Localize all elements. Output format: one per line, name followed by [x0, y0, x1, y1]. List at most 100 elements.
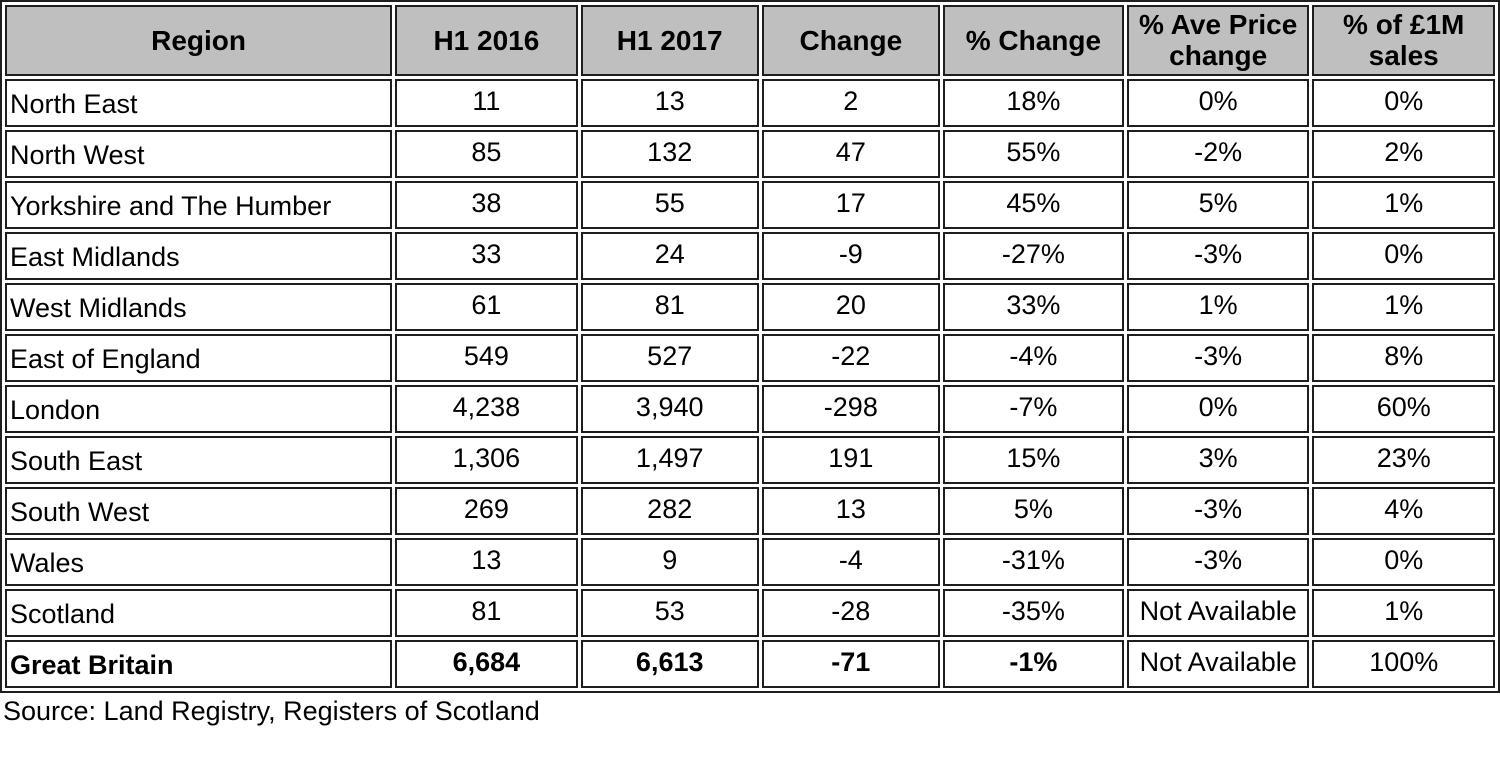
header-cell-0: Region	[5, 5, 393, 76]
value-cell: 53	[580, 588, 759, 637]
value-cell: -4	[761, 537, 940, 586]
header-cell-2: H1 2017	[580, 5, 759, 76]
region-cell: North West	[5, 129, 393, 178]
value-cell: 47	[761, 129, 940, 178]
value-cell: 5%	[942, 486, 1124, 535]
value-cell: -298	[761, 384, 940, 433]
region-cell: Yorkshire and The Humber	[5, 180, 393, 229]
header-cell-5: % Ave Price change	[1126, 5, 1310, 76]
million-pound-sales-table: Region H1 2016 H1 2017 Change% Change% Ave …	[0, 0, 1500, 693]
region-cell: South East	[5, 435, 393, 484]
value-cell: 33%	[942, 282, 1124, 331]
region-cell: London	[5, 384, 393, 433]
value-cell: 55%	[942, 129, 1124, 178]
value-cell: 13	[395, 537, 578, 586]
region-cell: Great Britain	[5, 639, 393, 688]
value-cell: 45%	[942, 180, 1124, 229]
value-cell: 1,306	[395, 435, 578, 484]
value-cell: 269	[395, 486, 578, 535]
value-cell: 4,238	[395, 384, 578, 433]
value-cell: 1,497	[580, 435, 759, 484]
value-cell: 191	[761, 435, 940, 484]
region-cell: North East	[5, 78, 393, 127]
region-cell: Wales	[5, 537, 393, 586]
value-cell: 0%	[1312, 78, 1495, 127]
value-cell: 9	[580, 537, 759, 586]
value-cell: 0%	[1126, 384, 1310, 433]
value-cell: 13	[580, 78, 759, 127]
value-cell: -1%	[942, 639, 1124, 688]
value-cell: -3%	[1126, 486, 1310, 535]
table-row: London 4,238 3,940 -298 -7% 0% 60%	[5, 384, 1495, 433]
header-cell-6: % of £1M sales	[1312, 5, 1495, 76]
table-row: Great Britain 6,684 6,613 -71 -1% Not Availab…	[5, 639, 1495, 688]
table-row: South East 1,306 1,497 191 15% 3% 23%	[5, 435, 1495, 484]
table-row: East of England 549 527 -22 -4% -3% 8%	[5, 333, 1495, 382]
value-cell: Not Available	[1126, 639, 1310, 688]
value-cell: 2%	[1312, 129, 1495, 178]
value-cell: 1%	[1312, 282, 1495, 331]
region-cell: South West	[5, 486, 393, 535]
value-cell: 60%	[1312, 384, 1495, 433]
region-cell: East of England	[5, 333, 393, 382]
value-cell: -9	[761, 231, 940, 280]
value-cell: Not Available	[1126, 588, 1310, 637]
value-cell: -4%	[942, 333, 1124, 382]
value-cell: 55	[580, 180, 759, 229]
value-cell: 33	[395, 231, 578, 280]
region-cell: Scotland	[5, 588, 393, 637]
table-body: North East 11 13 2 18% 0% 0% North West 85 132 47 5…	[5, 78, 1495, 688]
value-cell: 4%	[1312, 486, 1495, 535]
value-cell: 23%	[1312, 435, 1495, 484]
value-cell: 81	[395, 588, 578, 637]
header-cell-3: Change	[761, 5, 940, 76]
value-cell: 8%	[1312, 333, 1495, 382]
header-cell-1: H1 2016	[395, 5, 578, 76]
value-cell: 6,684	[395, 639, 578, 688]
value-cell: -35%	[942, 588, 1124, 637]
value-cell: 24	[580, 231, 759, 280]
value-cell: 5%	[1126, 180, 1310, 229]
value-cell: -2%	[1126, 129, 1310, 178]
value-cell: 17	[761, 180, 940, 229]
value-cell: 1%	[1126, 282, 1310, 331]
value-cell: 11	[395, 78, 578, 127]
value-cell: -28	[761, 588, 940, 637]
value-cell: -71	[761, 639, 940, 688]
value-cell: 1%	[1312, 588, 1495, 637]
value-cell: 20	[761, 282, 940, 331]
table-row: North West 85 132 47 55% -2% 2%	[5, 129, 1495, 178]
value-cell: -3%	[1126, 333, 1310, 382]
value-cell: -31%	[942, 537, 1124, 586]
value-cell: 0%	[1126, 78, 1310, 127]
value-cell: 3%	[1126, 435, 1310, 484]
value-cell: 132	[580, 129, 759, 178]
source-note: Source: Land Registry, Registers of Scot…	[3, 695, 540, 726]
value-cell: 282	[580, 486, 759, 535]
value-cell: 3,940	[580, 384, 759, 433]
table-row: Wales 13 9 -4 -31% -3% 0%	[5, 537, 1495, 586]
value-cell: 38	[395, 180, 578, 229]
header-row: Region H1 2016 H1 2017 Change% Change% Ave …	[5, 5, 1495, 76]
table-row: East Midlands 33 24 -9 -27% -3% 0%	[5, 231, 1495, 280]
value-cell: 1%	[1312, 180, 1495, 229]
table-row: Scotland 81 53 -28 -35% Not Available 1%	[5, 588, 1495, 637]
value-cell: 549	[395, 333, 578, 382]
value-cell: -22	[761, 333, 940, 382]
value-cell: 0%	[1312, 537, 1495, 586]
value-cell: 15%	[942, 435, 1124, 484]
region-cell: East Midlands	[5, 231, 393, 280]
header-cell-4: % Change	[942, 5, 1124, 76]
value-cell: 6,613	[580, 639, 759, 688]
value-cell: 100%	[1312, 639, 1495, 688]
table-row: South West 269 282 13 5% -3% 4%	[5, 486, 1495, 535]
value-cell: -27%	[942, 231, 1124, 280]
value-cell: 85	[395, 129, 578, 178]
value-cell: 527	[580, 333, 759, 382]
table-header: Region H1 2016 H1 2017 Change% Change% Ave …	[5, 5, 1495, 76]
value-cell: 18%	[942, 78, 1124, 127]
value-cell: -3%	[1126, 537, 1310, 586]
region-cell: West Midlands	[5, 282, 393, 331]
value-cell: 13	[761, 486, 940, 535]
